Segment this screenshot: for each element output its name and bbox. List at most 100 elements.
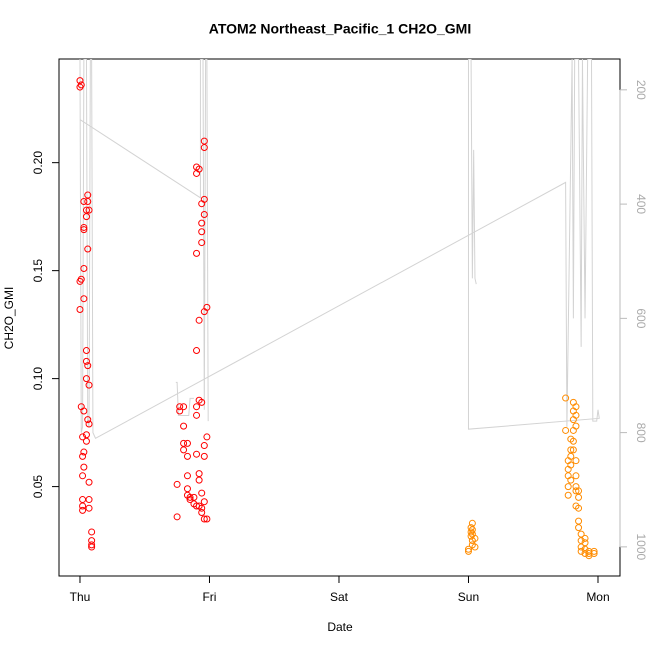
- point: [79, 496, 87, 504]
- point: [77, 81, 85, 89]
- point: [193, 249, 201, 257]
- point: [80, 226, 88, 234]
- point: [176, 407, 184, 415]
- point: [88, 543, 96, 551]
- point: [562, 394, 570, 402]
- point: [85, 420, 93, 428]
- point: [82, 347, 90, 355]
- point: [77, 275, 85, 283]
- point: [180, 422, 188, 430]
- point: [176, 403, 184, 411]
- point: [193, 347, 201, 355]
- y2-tick-label: 600: [634, 308, 648, 328]
- point: [471, 543, 479, 551]
- point: [84, 362, 92, 370]
- point: [581, 550, 589, 558]
- point: [79, 506, 87, 514]
- point: [575, 524, 583, 532]
- y2-tick-label: 800: [634, 423, 648, 443]
- point: [572, 422, 580, 430]
- point: [575, 517, 583, 525]
- x-tick-label: Fri: [202, 590, 216, 604]
- point: [79, 502, 87, 510]
- point: [572, 411, 580, 419]
- point: [183, 452, 191, 460]
- point: [79, 472, 87, 480]
- point: [186, 496, 194, 504]
- point: [200, 144, 208, 152]
- point: [82, 375, 90, 383]
- point: [183, 472, 191, 480]
- point: [572, 403, 580, 411]
- point: [198, 509, 206, 517]
- point: [79, 433, 87, 441]
- point: [80, 295, 88, 303]
- point: [575, 504, 583, 512]
- point: [180, 446, 188, 454]
- point: [79, 452, 87, 460]
- point: [180, 403, 188, 411]
- y2-tick-label: 1000: [634, 534, 648, 561]
- point: [564, 483, 572, 491]
- point: [577, 547, 585, 555]
- point: [200, 210, 208, 218]
- point: [84, 245, 92, 253]
- point: [562, 426, 570, 434]
- point: [193, 450, 201, 458]
- point: [577, 543, 585, 551]
- point: [471, 534, 479, 542]
- point: [84, 198, 92, 206]
- point: [195, 316, 203, 324]
- point: [80, 407, 88, 415]
- point: [82, 437, 90, 445]
- point: [85, 206, 93, 214]
- point: [198, 398, 206, 406]
- point: [575, 493, 583, 501]
- point: [572, 487, 580, 495]
- point: [198, 489, 206, 497]
- line-layer: [79, 59, 600, 440]
- x-tick-label: Mon: [586, 590, 609, 604]
- point: [80, 448, 88, 456]
- point: [198, 228, 206, 236]
- point: [195, 476, 203, 484]
- y-tick-label: 0.05: [31, 475, 45, 499]
- x-tick-label: Sun: [458, 590, 479, 604]
- x-tick-label: Sat: [330, 590, 349, 604]
- point: [200, 452, 208, 460]
- point: [85, 381, 93, 389]
- point: [590, 547, 598, 555]
- point: [80, 264, 88, 272]
- point: [195, 165, 203, 173]
- point: [85, 478, 93, 486]
- point: [84, 416, 92, 424]
- point: [200, 195, 208, 203]
- y-tick-label: 0.15: [31, 259, 45, 283]
- line: [79, 59, 600, 440]
- point: [564, 491, 572, 499]
- point: [203, 303, 211, 311]
- point: [198, 219, 206, 227]
- point: [590, 550, 598, 558]
- point: [198, 504, 206, 512]
- point: [82, 213, 90, 221]
- point: [464, 547, 472, 555]
- point: [88, 528, 96, 536]
- point: [200, 515, 208, 523]
- point: [80, 198, 88, 206]
- point: [464, 545, 472, 553]
- point: [572, 472, 580, 480]
- y-tick-label: 0.10: [31, 367, 45, 391]
- plot-frame: [58, 58, 621, 577]
- point: [200, 137, 208, 145]
- point: [468, 526, 476, 534]
- point: [572, 457, 580, 465]
- point: [195, 470, 203, 478]
- point: [198, 239, 206, 247]
- point: [173, 480, 181, 488]
- point: [203, 433, 211, 441]
- point: [567, 476, 575, 484]
- y-axis-label: CH2O_GMI: [2, 287, 16, 350]
- y2-tick-label: 400: [634, 194, 648, 214]
